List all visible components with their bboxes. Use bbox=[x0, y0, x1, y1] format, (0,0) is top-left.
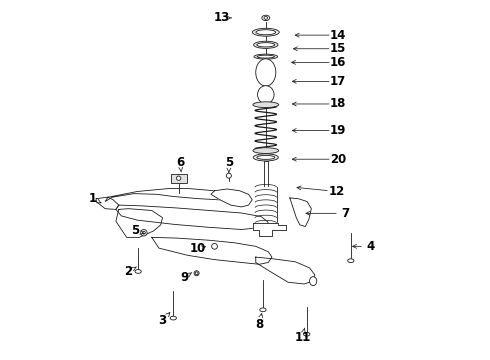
Ellipse shape bbox=[194, 271, 199, 276]
Bar bbox=[171, 174, 187, 183]
Ellipse shape bbox=[303, 332, 310, 336]
Polygon shape bbox=[116, 205, 269, 229]
Ellipse shape bbox=[141, 229, 147, 236]
Polygon shape bbox=[211, 189, 252, 207]
Text: 1: 1 bbox=[89, 192, 97, 205]
Ellipse shape bbox=[253, 154, 278, 161]
Ellipse shape bbox=[256, 59, 276, 86]
Text: 13: 13 bbox=[214, 12, 230, 24]
Ellipse shape bbox=[212, 243, 218, 249]
Ellipse shape bbox=[226, 173, 231, 178]
Ellipse shape bbox=[264, 17, 268, 19]
Ellipse shape bbox=[257, 156, 275, 159]
Text: 4: 4 bbox=[367, 240, 375, 253]
Bar bbox=[255, 187, 276, 223]
Polygon shape bbox=[152, 237, 272, 264]
Text: 10: 10 bbox=[190, 242, 206, 255]
Ellipse shape bbox=[257, 55, 274, 58]
Ellipse shape bbox=[253, 148, 279, 153]
Text: 5: 5 bbox=[225, 156, 233, 169]
Text: 3: 3 bbox=[158, 314, 167, 327]
Text: 15: 15 bbox=[330, 42, 346, 55]
Bar bbox=[264, 161, 268, 187]
Text: 9: 9 bbox=[180, 271, 188, 284]
Text: 18: 18 bbox=[330, 98, 346, 111]
Ellipse shape bbox=[347, 259, 354, 262]
Text: 8: 8 bbox=[255, 318, 264, 331]
Ellipse shape bbox=[310, 276, 317, 285]
Text: 11: 11 bbox=[294, 330, 311, 343]
Polygon shape bbox=[96, 197, 119, 210]
Polygon shape bbox=[105, 189, 248, 202]
Ellipse shape bbox=[254, 54, 278, 59]
Ellipse shape bbox=[262, 15, 270, 21]
Text: 2: 2 bbox=[124, 265, 132, 278]
Polygon shape bbox=[256, 257, 315, 284]
Text: 20: 20 bbox=[330, 153, 346, 166]
Text: 5: 5 bbox=[131, 224, 140, 238]
Ellipse shape bbox=[170, 316, 176, 320]
Text: 19: 19 bbox=[330, 124, 346, 137]
Polygon shape bbox=[290, 198, 311, 226]
Ellipse shape bbox=[258, 86, 274, 104]
Ellipse shape bbox=[260, 308, 266, 312]
Ellipse shape bbox=[135, 270, 141, 273]
Text: 6: 6 bbox=[176, 156, 185, 169]
Ellipse shape bbox=[253, 102, 279, 108]
Ellipse shape bbox=[143, 231, 146, 234]
Ellipse shape bbox=[254, 41, 278, 48]
Ellipse shape bbox=[195, 272, 198, 275]
Ellipse shape bbox=[256, 30, 276, 35]
Ellipse shape bbox=[257, 42, 275, 47]
Text: 7: 7 bbox=[342, 207, 349, 220]
Ellipse shape bbox=[252, 28, 279, 36]
Ellipse shape bbox=[176, 176, 181, 180]
Text: 17: 17 bbox=[330, 75, 346, 88]
Text: 14: 14 bbox=[330, 29, 346, 42]
Text: 12: 12 bbox=[328, 185, 344, 198]
Polygon shape bbox=[253, 223, 286, 235]
Polygon shape bbox=[116, 209, 163, 237]
Text: 16: 16 bbox=[330, 56, 346, 69]
